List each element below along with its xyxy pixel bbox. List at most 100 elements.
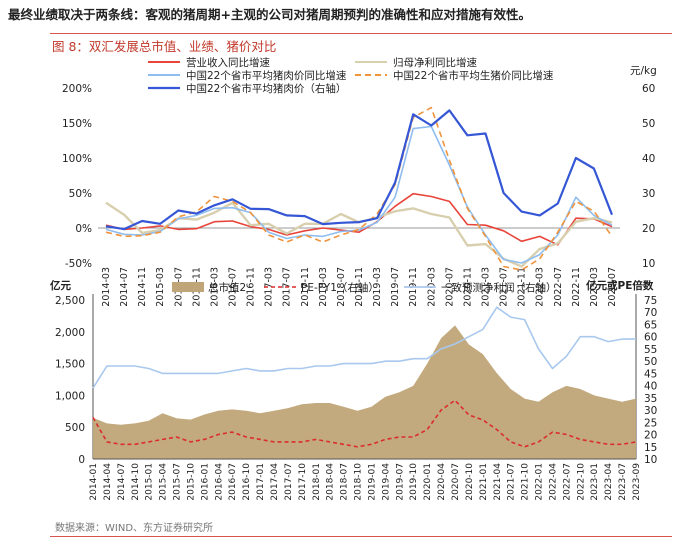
x-tick-label: 2014-07: [117, 463, 127, 501]
x-tick-label: 2015-01: [145, 463, 155, 501]
legend-label: PE-FY1（右轴）: [301, 281, 379, 294]
y-left-tick-label: -50%: [65, 258, 92, 270]
x-tick-label: 2020-07: [444, 267, 455, 307]
y-right-tick-label: 60: [642, 83, 655, 95]
x-tick-label: 2020-11: [462, 267, 473, 307]
x-tick-label: 2018-07: [336, 267, 347, 307]
x-tick-label: 2016-07: [228, 267, 239, 307]
series-area-mktcap: [93, 325, 636, 459]
x-tick-label: 2019-03: [372, 267, 383, 307]
series-line-revenue: [105, 192, 613, 246]
y-right-tick-label: 35: [644, 393, 657, 405]
y-left-tick-label: 1,500: [55, 359, 85, 371]
x-tick-label: 2016-11: [246, 267, 257, 307]
y-right-tick-label: 65: [644, 319, 657, 331]
y-right-tick-label: 15: [644, 442, 657, 454]
x-tick-label: 2016-01: [200, 463, 210, 501]
x-tick-label: 2020-07: [451, 463, 461, 501]
x-tick-label: 2019-07: [395, 463, 405, 501]
y-right-tick-label: 75: [644, 295, 657, 307]
figure-bottom-rule: [50, 536, 672, 537]
x-tick-label: 2021-11: [517, 267, 528, 307]
legend-label: 中国22个省市平均生猪价同比增速: [393, 69, 554, 82]
x-tick-label: 2017-07: [284, 463, 294, 501]
legend-label: 总市值2: [208, 281, 246, 294]
x-tick-label: 2023-03: [589, 267, 600, 307]
series-line-hog_yoy: [105, 106, 613, 271]
y-left-tick-label: 200%: [62, 83, 92, 95]
y-right-tick-label: 60: [644, 332, 657, 344]
series-line-pork_price: [105, 109, 614, 231]
x-tick-label: 2022-04: [548, 463, 558, 501]
y-left-tick-label: 2,500: [55, 295, 85, 307]
series-line-pork_yoy: [105, 125, 613, 264]
x-tick-label: 2023-04: [604, 463, 614, 501]
x-tick-label: 2018-03: [318, 267, 329, 307]
legend-label: 中国22个省市平均猪肉价（右轴）: [186, 82, 346, 95]
source-note: 数据来源：WIND、东方证券研究所: [55, 523, 214, 534]
y-right-tick-label: 10: [644, 454, 657, 466]
y-right-tick-label: 50: [642, 118, 655, 130]
x-tick-label: 2015-04: [159, 463, 169, 501]
x-tick-label: 2017-04: [270, 463, 280, 501]
y-left-tick-label: 50%: [69, 188, 92, 200]
chart-bottom-market-cap: 0 500 1,000 1,500 2,000 2,500 1015202530354045…: [50, 279, 657, 501]
x-tick-label: 2019-01: [367, 463, 377, 501]
x-tick-label: 2014-03: [101, 267, 112, 307]
x-tick-label: 2022-10: [576, 463, 586, 501]
y-left-tick-label: 0%: [75, 223, 92, 235]
y-right-unit: 元/kg: [630, 65, 657, 77]
y-right-tick-label: 50: [644, 356, 657, 368]
x-tick-label: 2022-03: [535, 267, 546, 307]
x-tick-label: 2022-11: [571, 267, 582, 307]
legend-label: 中国22个省市平均猪肉价同比增速: [186, 69, 347, 82]
legend-swatch: [172, 282, 204, 292]
x-tick-label: 2018-01: [312, 463, 322, 501]
legend-label: 一致预测净利润（右轴）: [441, 281, 557, 294]
x-tick-label: 2020-04: [437, 463, 447, 501]
y-right-tick-label: 30: [644, 405, 657, 417]
x-tick-label: 2014-10: [131, 463, 141, 501]
x-tick-label: 2015-10: [186, 463, 196, 501]
x-tick-label: 2023-01: [590, 463, 600, 501]
x-tick-label: 2022-01: [535, 463, 545, 501]
x-tick-label: 2018-04: [326, 463, 336, 501]
x-tick-label: 2023-07: [618, 463, 628, 501]
legend-label: 归母净利同比增速: [393, 56, 477, 69]
x-tick-label: 2018-10: [354, 463, 364, 501]
x-tick-label: 2019-04: [381, 463, 391, 501]
x-tick-label: 2014-01: [89, 463, 99, 501]
legend-label: 营业收入同比增速: [186, 56, 270, 69]
x-tick-label: 2018-07: [340, 463, 350, 501]
y-left-unit: 亿元: [50, 279, 71, 292]
x-tick-label: 2015-07: [173, 463, 183, 501]
x-tick-label: 2016-03: [209, 267, 220, 307]
x-tick-label: 2022-07: [562, 463, 572, 501]
series-line-pe: [92, 399, 637, 448]
x-tick-label: 2014-11: [137, 267, 148, 307]
y-right-tick-label: 40: [642, 153, 655, 165]
x-tick-label: 2017-03: [264, 267, 275, 307]
y-left-tick-label: 2,000: [55, 327, 85, 339]
x-tick-label: 2016-04: [214, 463, 224, 501]
x-tick-label: 2014-04: [103, 463, 113, 501]
y-left-tick-label: 150%: [62, 118, 92, 130]
figure-top-rule: [50, 33, 672, 34]
x-tick-label: 2014-07: [119, 267, 130, 307]
x-tick-label: 2021-07: [499, 267, 510, 307]
x-tick-label: 2021-03: [481, 267, 492, 307]
y-right-tick-label: 45: [644, 368, 657, 380]
series-line-consensus: [92, 306, 636, 389]
x-tick-label: 2019-10: [409, 463, 419, 501]
y-right-tick-label: 20: [644, 430, 657, 442]
x-tick-label: 2021-07: [507, 463, 517, 501]
x-tick-label: 2023-07: [607, 267, 618, 307]
y-left-tick-label: 500: [65, 422, 85, 434]
x-tick-label: 2021-10: [521, 463, 531, 501]
x-tick-label: 2018-11: [354, 267, 365, 307]
y-right-tick-label: 40: [644, 381, 657, 393]
headline: 最终业绩取决于两条线：客观的猪周期+主观的公司对猪周期预判的准确性和应对措施有效…: [8, 7, 531, 22]
x-tick-label: 2020-10: [465, 463, 475, 501]
y-right-tick-label: 70: [644, 307, 657, 319]
x-tick-label: 2022-07: [553, 267, 564, 307]
